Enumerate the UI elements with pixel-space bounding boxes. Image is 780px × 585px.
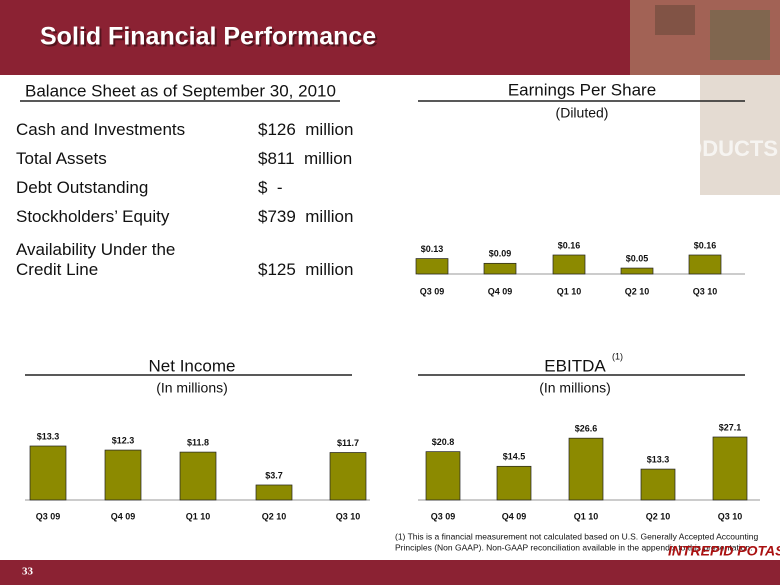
footnote: (1) This is a financial measurement not …: [395, 531, 758, 541]
value-label: $0.09: [489, 249, 512, 259]
row-value: $ -: [258, 178, 283, 197]
balance-row: Availability Under the Credit Line $125 m…: [16, 240, 376, 280]
value-label: $26.6: [575, 424, 598, 434]
value-label: $3.7: [265, 470, 283, 480]
bar: [620, 267, 654, 275]
row-value: $126 million: [258, 120, 354, 139]
x-tick-label: Q1 10: [574, 511, 599, 521]
bar: [712, 436, 748, 501]
footer-band: [0, 560, 780, 585]
balance-row: Stockholders’ Equity $739 million: [16, 207, 376, 227]
chart-subtitle: (In millions): [539, 380, 611, 396]
x-tick-label: Q1 10: [186, 511, 211, 521]
row-label: Availability Under the Credit Line: [16, 240, 176, 279]
row-value: $125 million: [258, 260, 354, 279]
row-value: $811 million: [258, 149, 353, 168]
chart-subtitle: (In millions): [156, 380, 228, 396]
bar: [640, 468, 676, 501]
value-label: $27.1: [719, 422, 742, 432]
x-tick-label: Q2 10: [625, 286, 650, 296]
balance-sheet: Cash and Investments $126 million Total As…: [16, 120, 376, 289]
value-label: $12.3: [112, 435, 135, 445]
value-label: $13.3: [37, 431, 60, 441]
logo: INTREPID POTASH: [668, 543, 780, 559]
bar: [255, 484, 293, 501]
x-tick-label: Q3 09: [431, 511, 456, 521]
value-label: $20.8: [432, 437, 455, 447]
x-tick-label: Q3 10: [336, 511, 361, 521]
value-label: $11.8: [187, 437, 209, 447]
image-text: PRODUCTS: [655, 136, 778, 161]
value-label: $14.5: [503, 452, 526, 462]
x-tick-label: Q4 09: [111, 511, 136, 521]
footnote: Principles (Non GAAP). Non-GAAP reconcil…: [395, 542, 753, 552]
x-tick-label: Q1 10: [557, 286, 582, 296]
value-label: $11.7: [337, 438, 359, 448]
chart-title: Net Income: [149, 356, 236, 375]
chart-title: EBITDA: [544, 356, 606, 375]
header-image: [655, 5, 695, 35]
header-image: [710, 10, 770, 60]
bar: [568, 437, 604, 501]
value-label: $13.3: [647, 454, 670, 464]
title-note: (1): [612, 351, 623, 361]
title-shadow: Solid Financial Performance: [42, 25, 378, 53]
bar: [104, 449, 142, 501]
x-tick-label: Q3 09: [36, 511, 61, 521]
value-label: $0.05: [626, 253, 649, 263]
bar: [415, 258, 449, 275]
bar: [425, 451, 461, 501]
row-label: Total Assets: [16, 149, 107, 168]
row-label: Cash and Investments: [16, 120, 186, 139]
value-label: $0.16: [694, 240, 717, 250]
x-tick-label: Q3 10: [718, 511, 743, 521]
row-label: Debt Outstanding: [16, 178, 149, 197]
balance-row: Cash and Investments $126 million: [16, 120, 376, 140]
bar: [688, 254, 722, 275]
chart-subtitle: (Diluted): [556, 105, 609, 121]
bar: [496, 465, 532, 501]
bar: [179, 451, 217, 501]
bar: [29, 445, 67, 501]
x-tick-label: Q3 09: [420, 286, 445, 296]
value-label: $0.13: [421, 244, 444, 254]
balance-row: Debt Outstanding $ -: [16, 178, 376, 198]
x-tick-label: Q3 10: [693, 286, 718, 296]
x-tick-label: Q4 09: [502, 511, 527, 521]
slide-title: Solid Financial Performance: [40, 23, 376, 51]
row-value: $739 million: [258, 207, 354, 226]
value-label: $0.16: [558, 240, 581, 250]
x-tick-label: Q2 10: [646, 511, 671, 521]
bar: [483, 262, 517, 275]
header-image: [700, 75, 780, 195]
balance-row: Total Assets $811 million: [16, 149, 376, 169]
x-tick-label: Q2 10: [262, 511, 287, 521]
section-title: Balance Sheet as of September 30, 2010: [25, 81, 336, 100]
bar: [552, 254, 586, 275]
page-number: 33: [22, 566, 34, 578]
row-label: Stockholders’ Equity: [16, 207, 170, 226]
bar: [329, 452, 367, 501]
chart-title: Earnings Per Share: [508, 80, 656, 99]
x-tick-label: Q4 09: [488, 286, 513, 296]
